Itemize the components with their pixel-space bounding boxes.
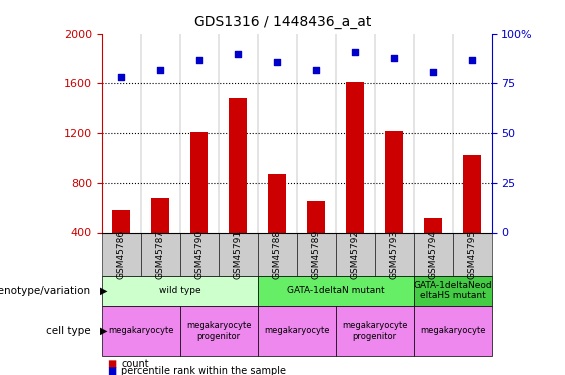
Bar xyxy=(190,132,208,232)
Text: GATA-1deltaN mutant: GATA-1deltaN mutant xyxy=(287,286,384,295)
Bar xyxy=(229,98,247,232)
Text: GSM45790: GSM45790 xyxy=(195,230,203,279)
Bar xyxy=(268,174,286,232)
Point xyxy=(194,57,203,63)
Text: GSM45793: GSM45793 xyxy=(390,230,398,279)
Point xyxy=(272,58,281,64)
Text: GATA-1deltaNeod
eltaHS mutant: GATA-1deltaNeod eltaHS mutant xyxy=(413,281,492,300)
Text: megakaryocyte
progenitor: megakaryocyte progenitor xyxy=(186,321,251,340)
Bar xyxy=(385,130,403,232)
Point xyxy=(156,66,165,72)
Text: GSM45789: GSM45789 xyxy=(312,230,320,279)
Point xyxy=(312,66,321,72)
Text: megakaryocyte: megakaryocyte xyxy=(264,326,329,335)
Text: GSM45787: GSM45787 xyxy=(156,230,164,279)
Text: GSM45795: GSM45795 xyxy=(468,230,476,279)
Bar xyxy=(463,156,481,232)
Text: GDS1316 / 1448436_a_at: GDS1316 / 1448436_a_at xyxy=(194,15,371,29)
Bar xyxy=(424,217,442,232)
Text: ▶: ▶ xyxy=(100,286,107,296)
Text: genotype/variation: genotype/variation xyxy=(0,286,90,296)
Bar xyxy=(346,82,364,232)
Bar xyxy=(151,198,169,232)
Point xyxy=(116,75,125,81)
Text: GSM45788: GSM45788 xyxy=(273,230,281,279)
Text: megakaryocyte: megakaryocyte xyxy=(420,326,485,335)
Point xyxy=(389,55,398,61)
Point xyxy=(233,51,242,57)
Text: GSM45792: GSM45792 xyxy=(351,230,359,279)
Text: ■: ■ xyxy=(107,359,116,369)
Text: wild type: wild type xyxy=(159,286,201,295)
Text: GSM45794: GSM45794 xyxy=(429,230,437,279)
Text: cell type: cell type xyxy=(46,326,90,336)
Bar xyxy=(112,210,130,232)
Text: ▶: ▶ xyxy=(100,326,107,336)
Text: percentile rank within the sample: percentile rank within the sample xyxy=(121,366,286,375)
Text: megakaryocyte
progenitor: megakaryocyte progenitor xyxy=(342,321,407,340)
Bar xyxy=(307,201,325,232)
Point xyxy=(428,69,437,75)
Text: GSM45791: GSM45791 xyxy=(234,230,242,279)
Text: megakaryocyte: megakaryocyte xyxy=(108,326,173,335)
Text: GSM45786: GSM45786 xyxy=(117,230,125,279)
Point xyxy=(468,57,477,63)
Text: count: count xyxy=(121,359,149,369)
Text: ■: ■ xyxy=(107,366,116,375)
Point xyxy=(350,49,359,55)
